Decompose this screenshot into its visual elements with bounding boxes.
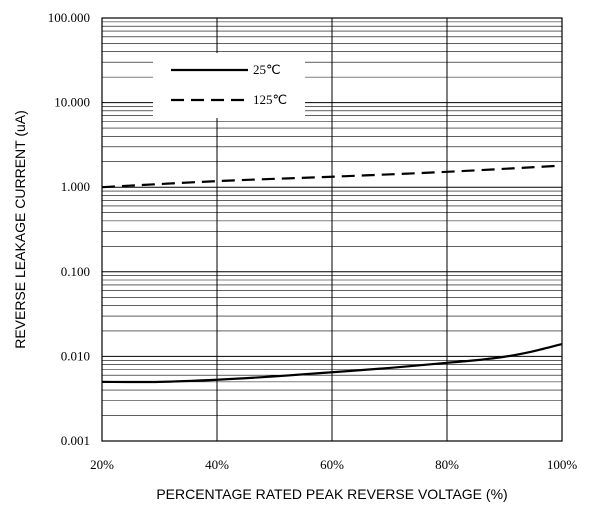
y-tick-labels: 0.001 0.010 0.100 1.000 10.000 100.000: [48, 10, 90, 448]
plot-frame: [101, 17, 563, 442]
y-tick-label: 100.000: [48, 10, 90, 25]
series-line-25c: [101, 342, 563, 384]
series-lines: [101, 164, 563, 384]
legend-label: 125℃: [253, 92, 287, 107]
series-line-125c: [101, 164, 563, 189]
x-tick-labels: 20% 40% 60% 80% 100%: [90, 457, 577, 472]
x-tick-label: 80%: [435, 457, 459, 472]
y-tick-label: 10.000: [54, 95, 90, 110]
y-tick-label: 1.000: [61, 179, 90, 194]
x-tick-label: 20%: [90, 457, 114, 472]
y-axis-title: REVERSE LEAKAGE CURRENT (uA): [12, 110, 28, 349]
x-tick-label: 100%: [547, 457, 578, 472]
y-tick-label: 0.001: [61, 433, 90, 448]
x-tick-label: 60%: [320, 457, 344, 472]
y-tick-label: 0.010: [61, 348, 90, 363]
legend: 25℃ 125℃: [153, 53, 305, 118]
y-tick-label: 0.100: [61, 264, 90, 279]
legend-label: 25℃: [253, 62, 281, 77]
x-tick-label: 40%: [205, 457, 229, 472]
legend-box: [153, 53, 305, 118]
x-axis-title: PERCENTAGE RATED PEAK REVERSE VOLTAGE (%…: [156, 486, 507, 502]
